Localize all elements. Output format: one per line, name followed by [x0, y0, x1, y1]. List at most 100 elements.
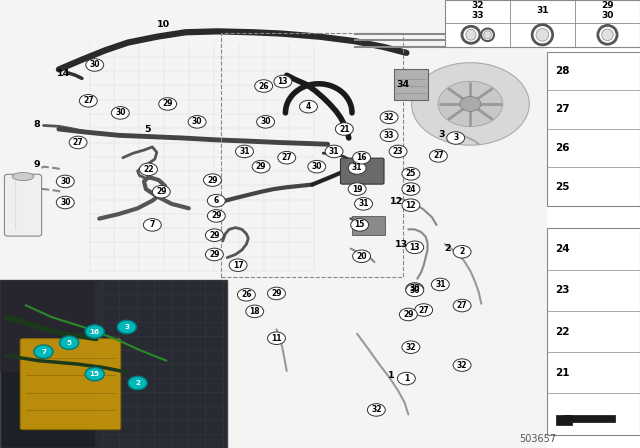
Text: 15: 15	[90, 371, 100, 377]
Circle shape	[348, 183, 366, 195]
Circle shape	[447, 132, 465, 144]
Text: 30: 30	[192, 117, 202, 126]
Circle shape	[308, 160, 326, 173]
Ellipse shape	[602, 29, 613, 41]
Bar	[445, 0, 640, 47]
Text: 26: 26	[241, 290, 252, 299]
Circle shape	[229, 259, 247, 271]
Circle shape	[402, 199, 420, 211]
Text: 31: 31	[352, 164, 362, 172]
Circle shape	[380, 111, 398, 124]
Text: 30: 30	[60, 177, 70, 186]
Text: 26: 26	[259, 82, 269, 90]
Text: 31: 31	[329, 147, 339, 156]
Circle shape	[85, 325, 104, 338]
Circle shape	[415, 304, 433, 316]
Text: 5: 5	[67, 340, 72, 346]
Circle shape	[128, 376, 147, 390]
Circle shape	[237, 289, 255, 301]
Text: 13: 13	[396, 240, 408, 249]
Text: 27: 27	[73, 138, 83, 147]
Circle shape	[453, 299, 471, 312]
Circle shape	[252, 160, 270, 173]
Text: 8: 8	[34, 120, 40, 129]
Text: 29: 29	[256, 162, 266, 171]
FancyBboxPatch shape	[556, 415, 572, 425]
Text: 2: 2	[135, 380, 140, 386]
Circle shape	[380, 129, 398, 142]
Circle shape	[335, 123, 353, 135]
Text: 13: 13	[278, 77, 288, 86]
Text: 7: 7	[41, 349, 46, 355]
Text: 5: 5	[144, 125, 150, 134]
Text: 21: 21	[555, 368, 570, 378]
Bar	[0, 0, 547, 448]
Text: 19: 19	[352, 185, 362, 194]
Text: 4: 4	[306, 102, 311, 111]
Circle shape	[431, 278, 449, 291]
Text: 20: 20	[356, 252, 367, 261]
Circle shape	[143, 219, 161, 231]
Circle shape	[412, 63, 529, 145]
Circle shape	[204, 174, 221, 186]
Bar	[547, 0, 640, 448]
Text: 6: 6	[214, 196, 219, 205]
Text: 18: 18	[250, 307, 260, 316]
Text: 30: 30	[90, 60, 100, 69]
Text: 27: 27	[433, 151, 444, 160]
Text: 29: 29	[211, 211, 221, 220]
Circle shape	[207, 194, 225, 207]
Text: 30: 30	[312, 162, 322, 171]
Bar	[221, 33, 403, 277]
Text: 29: 29	[156, 187, 166, 196]
Text: 24: 24	[555, 244, 570, 254]
Circle shape	[159, 98, 177, 110]
Text: 31: 31	[435, 280, 445, 289]
FancyBboxPatch shape	[4, 174, 42, 236]
Circle shape	[353, 250, 371, 263]
Text: 503657: 503657	[519, 434, 556, 444]
Bar	[547, 228, 640, 435]
Text: 12: 12	[390, 197, 403, 206]
Circle shape	[34, 345, 53, 358]
Circle shape	[86, 59, 104, 71]
Bar	[95, 280, 227, 448]
Circle shape	[207, 210, 225, 222]
Text: 34: 34	[397, 80, 410, 89]
Text: 27: 27	[555, 104, 570, 115]
Circle shape	[397, 372, 415, 385]
Circle shape	[348, 162, 366, 174]
Text: 29: 29	[403, 310, 413, 319]
Text: 3: 3	[124, 324, 129, 330]
Text: 27: 27	[83, 96, 93, 105]
Circle shape	[402, 183, 420, 195]
Circle shape	[453, 359, 471, 371]
Circle shape	[268, 287, 285, 300]
Circle shape	[85, 367, 104, 381]
Text: 31: 31	[239, 147, 250, 156]
Circle shape	[56, 175, 74, 188]
Circle shape	[246, 305, 264, 318]
Text: 27: 27	[282, 153, 292, 162]
Text: 9: 9	[34, 160, 40, 169]
Text: 24: 24	[406, 185, 416, 194]
Text: 13: 13	[410, 243, 420, 252]
Text: 31: 31	[358, 199, 369, 208]
Circle shape	[140, 163, 157, 176]
Text: 32: 32	[457, 361, 467, 370]
FancyBboxPatch shape	[340, 158, 384, 184]
Text: 30: 30	[115, 108, 125, 117]
Text: 15: 15	[355, 220, 365, 229]
Text: 1: 1	[404, 374, 409, 383]
Circle shape	[79, 95, 97, 107]
Circle shape	[325, 145, 343, 158]
Text: 28: 28	[555, 66, 570, 76]
Circle shape	[460, 96, 481, 112]
Text: 27: 27	[457, 301, 467, 310]
FancyBboxPatch shape	[394, 69, 428, 100]
Circle shape	[60, 336, 79, 349]
Text: 29: 29	[209, 231, 220, 240]
Circle shape	[353, 151, 371, 164]
Text: 30: 30	[260, 117, 271, 126]
Circle shape	[406, 283, 424, 295]
